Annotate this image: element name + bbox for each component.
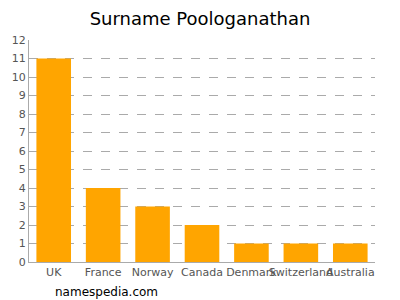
svg-text:Denmark: Denmark: [226, 266, 277, 279]
svg-text:UK: UK: [46, 266, 62, 279]
svg-text:2: 2: [19, 219, 26, 232]
svg-text:0: 0: [19, 256, 26, 269]
svg-text:6: 6: [19, 145, 26, 158]
svg-text:4: 4: [19, 182, 26, 195]
svg-text:namespedia.com: namespedia.com: [55, 285, 158, 299]
svg-text:5: 5: [19, 163, 26, 176]
svg-text:Canada: Canada: [181, 266, 223, 279]
svg-text:Australia: Australia: [326, 266, 375, 279]
svg-text:12: 12: [12, 34, 26, 47]
svg-text:7: 7: [19, 126, 26, 139]
svg-text:Switzerland: Switzerland: [269, 266, 333, 279]
svg-text:11: 11: [12, 52, 26, 65]
svg-text:Surname Poologanathan: Surname Poologanathan: [90, 8, 311, 29]
svg-text:8: 8: [19, 108, 26, 121]
svg-text:Norway: Norway: [132, 266, 174, 279]
svg-text:9: 9: [19, 89, 26, 102]
svg-text:1: 1: [19, 237, 26, 250]
svg-text:3: 3: [19, 200, 26, 213]
svg-text:10: 10: [12, 71, 26, 84]
svg-text:France: France: [85, 266, 122, 279]
